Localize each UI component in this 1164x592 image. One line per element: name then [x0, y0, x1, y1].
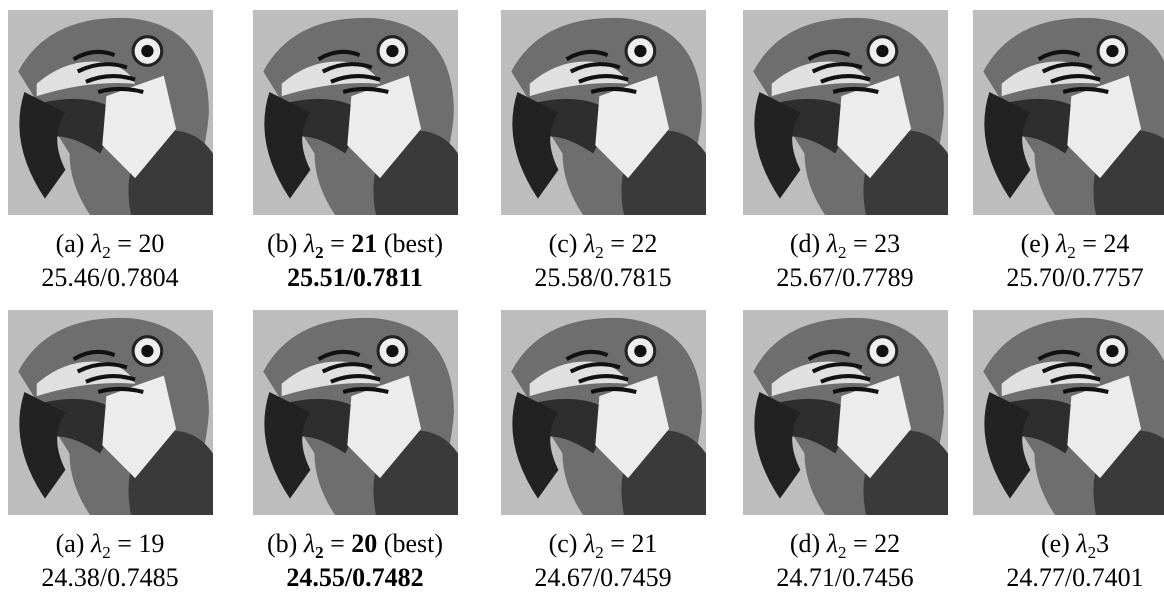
subscript: 2	[1088, 543, 1097, 562]
symbol: λ	[827, 229, 838, 258]
metrics: 25.67/0.7789	[729, 262, 961, 294]
symbol: λ	[584, 529, 595, 558]
parrot-image	[501, 10, 706, 215]
symbol: λ	[304, 529, 315, 558]
symbol: λ	[91, 229, 102, 258]
parrot-image	[253, 310, 458, 515]
parrot-image	[8, 310, 213, 515]
panel-label: (e)	[1041, 529, 1070, 558]
relation: =	[853, 229, 868, 258]
subscript: 2	[838, 243, 847, 262]
symbol: λ	[827, 529, 838, 558]
metrics: 24.71/0.7456	[729, 562, 961, 592]
value: 22	[874, 529, 900, 558]
panel: (b) λ2 = 21 (best)25.51/0.7811	[239, 10, 471, 215]
symbol: λ	[1056, 229, 1067, 258]
value: 20	[351, 529, 377, 558]
figure: (a) λ2 = 2025.46/0.7804 (b) λ2 = 21 (bes…	[0, 0, 1164, 592]
metrics: 24.38/0.7485	[0, 562, 226, 592]
parrot-image	[973, 10, 1164, 215]
subscript: 2	[595, 543, 604, 562]
symbol: λ	[1076, 529, 1087, 558]
parrot-image	[8, 10, 213, 215]
panel-label: (b)	[267, 529, 297, 558]
relation: =	[1082, 229, 1097, 258]
value: 3	[1096, 529, 1109, 558]
note: (best)	[384, 229, 443, 258]
panel-label: (d)	[790, 229, 820, 258]
metrics: 24.55/0.7482	[239, 562, 471, 592]
symbol: λ	[304, 229, 315, 258]
subscript: 2	[1067, 243, 1076, 262]
subscript: 2	[595, 243, 604, 262]
metrics: 25.46/0.7804	[0, 262, 226, 294]
relation: =	[853, 529, 868, 558]
panel-label: (c)	[549, 229, 578, 258]
panel-label: (d)	[790, 529, 820, 558]
value: 22	[631, 229, 657, 258]
note: (best)	[384, 529, 443, 558]
metrics: 25.58/0.7815	[487, 262, 719, 294]
subscript: 2	[102, 543, 111, 562]
value: 21	[351, 229, 377, 258]
parrot-image	[973, 310, 1164, 515]
panel: (b) λ2 = 20 (best)24.55/0.7482	[239, 310, 471, 515]
value: 24	[1103, 229, 1129, 258]
metrics: 25.51/0.7811	[239, 262, 471, 294]
value: 20	[138, 229, 164, 258]
relation: =	[117, 229, 132, 258]
relation: =	[610, 229, 625, 258]
value: 19	[138, 529, 164, 558]
subscript: 2	[315, 243, 324, 262]
relation: =	[117, 529, 132, 558]
subscript: 2	[838, 543, 847, 562]
metrics: 24.77/0.7401	[959, 562, 1164, 592]
relation: =	[610, 529, 625, 558]
panel-label: (c)	[549, 529, 578, 558]
subscript: 2	[102, 243, 111, 262]
subscript: 2	[315, 543, 324, 562]
parrot-image	[743, 310, 948, 515]
parrot-image	[743, 10, 948, 215]
metrics: 24.67/0.7459	[487, 562, 719, 592]
symbol: λ	[584, 229, 595, 258]
value: 23	[874, 229, 900, 258]
value: 21	[631, 529, 657, 558]
panel-label: (a)	[56, 229, 85, 258]
relation: =	[330, 529, 345, 558]
parrot-image	[253, 10, 458, 215]
relation: =	[330, 229, 345, 258]
panel-label: (e)	[1021, 229, 1050, 258]
symbol: λ	[91, 529, 102, 558]
parrot-image	[501, 310, 706, 515]
panel-label: (a)	[56, 529, 85, 558]
panel-label: (b)	[267, 229, 297, 258]
metrics: 25.70/0.7757	[959, 262, 1164, 294]
